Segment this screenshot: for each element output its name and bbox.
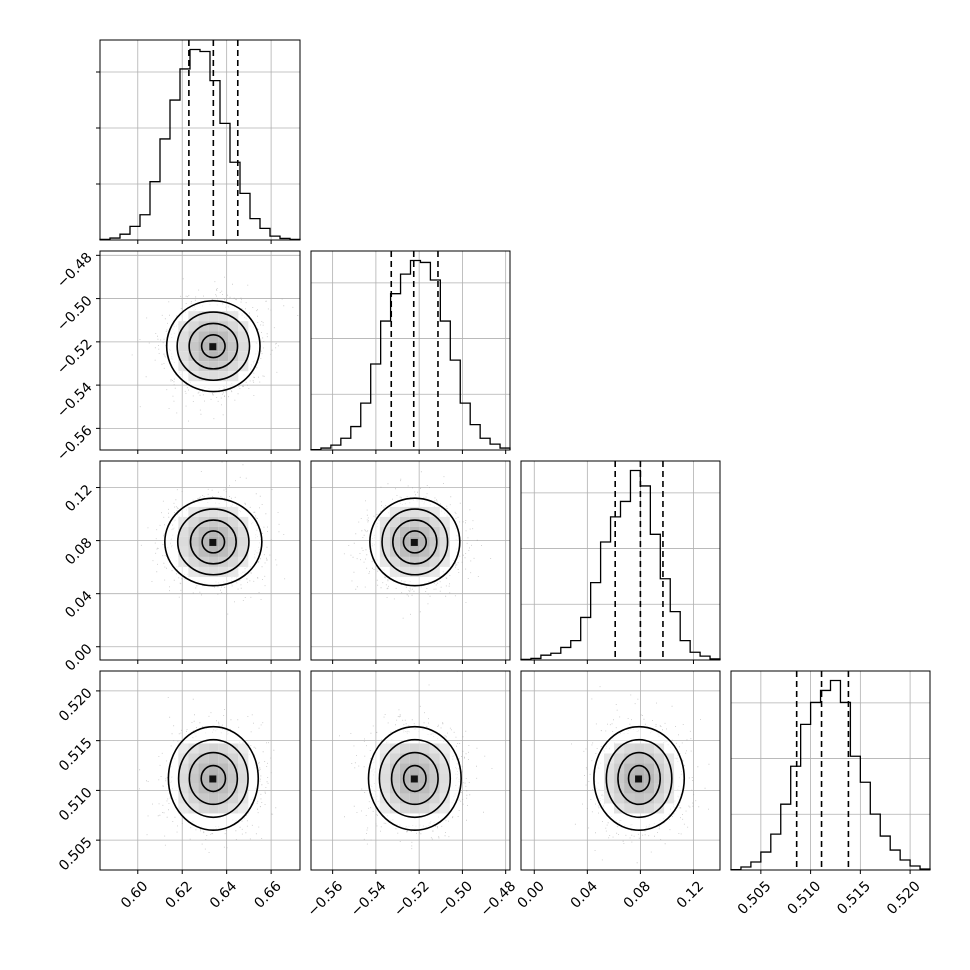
histogram-panel-3: [730, 670, 931, 874]
contour-line: [392, 519, 438, 565]
contour-line: [402, 530, 428, 554]
contour-line: [177, 738, 249, 819]
contour-line: [176, 311, 251, 382]
panel-frame: [99, 39, 301, 241]
scatter-panel-2-3: [520, 670, 721, 874]
x-tick-label: 0.64: [207, 878, 240, 911]
x-tick-label: 0.04: [568, 878, 601, 911]
x-tick-label: 0.08: [621, 878, 654, 911]
x-tick-label: −0.54: [348, 878, 390, 920]
panel-frame: [310, 670, 511, 871]
contour-line: [189, 519, 237, 565]
contour-line: [176, 508, 250, 576]
panel-frame: [99, 250, 301, 451]
x-tick-label: 0.520: [884, 878, 924, 918]
density-peak: [209, 343, 217, 351]
x-tick-label: 0.510: [785, 878, 825, 918]
y-tick-label: −0.50: [54, 293, 96, 335]
y-tick-label: 0.04: [62, 588, 95, 621]
contour-line: [188, 322, 239, 370]
contour-line: [378, 738, 452, 819]
scatter-panel-0-3: [96, 670, 301, 874]
x-tick-label: −0.50: [434, 878, 476, 920]
x-tick-label: 0.66: [251, 878, 284, 911]
panel-frame: [520, 670, 721, 871]
density-peak: [635, 775, 643, 783]
histogram-panel-1: [310, 250, 511, 454]
y-tick-label: 0.00: [62, 641, 95, 674]
contour-line: [188, 751, 239, 806]
histogram-step: [520, 469, 721, 661]
y-tick-label: 0.520: [56, 685, 96, 725]
y-tick-label: 0.515: [56, 735, 96, 775]
scatter-panel-1-2: [310, 460, 511, 664]
x-tick-label: 0.00: [515, 878, 548, 911]
density-peak: [209, 775, 217, 783]
y-tick-label: −0.48: [54, 250, 96, 292]
histogram-panel-0: [96, 39, 301, 244]
contour-line: [390, 751, 439, 806]
contour-line: [201, 530, 226, 554]
x-tick-label: −0.48: [478, 878, 520, 920]
contour-line: [605, 738, 673, 819]
contour-line: [627, 764, 651, 793]
x-tick-label: 0.515: [834, 878, 874, 918]
y-tick-label: −0.52: [54, 336, 96, 378]
contour-line: [200, 764, 227, 793]
panel-frame: [310, 460, 511, 661]
panel-frame: [99, 670, 301, 871]
x-tick-label: 0.60: [118, 878, 151, 911]
x-tick-label: 0.12: [674, 878, 707, 911]
y-tick-label: −0.56: [54, 423, 96, 465]
scatter-panel-0-1: [96, 250, 301, 454]
contour-line: [402, 764, 427, 793]
panel-frame: [730, 670, 931, 871]
histogram-step: [730, 679, 931, 871]
density-peak: [209, 538, 217, 546]
y-tick-label: −0.54: [54, 379, 96, 421]
x-tick-label: −0.56: [305, 878, 347, 920]
x-tick-label: 0.505: [735, 878, 775, 918]
density-peak: [410, 538, 418, 546]
x-tick-label: −0.52: [391, 878, 433, 920]
y-tick-label: 0.08: [62, 535, 95, 568]
histogram-panel-2: [520, 460, 721, 664]
contour-line: [381, 508, 449, 576]
contour-line: [200, 334, 226, 359]
x-tick-label: 0.62: [162, 878, 195, 911]
histogram-step: [310, 259, 511, 451]
contour-line: [617, 751, 661, 806]
panel-frame: [99, 460, 301, 661]
y-tick-label: 0.510: [56, 785, 96, 825]
panel-frame: [520, 460, 721, 661]
scatter-panel-0-2: [96, 460, 301, 664]
histogram-step: [99, 48, 301, 241]
density-peak: [410, 775, 418, 783]
y-tick-label: 0.12: [62, 482, 95, 515]
scatter-panel-1-3: [310, 670, 511, 874]
panel-frame: [310, 250, 511, 451]
y-tick-label: 0.505: [56, 834, 96, 874]
